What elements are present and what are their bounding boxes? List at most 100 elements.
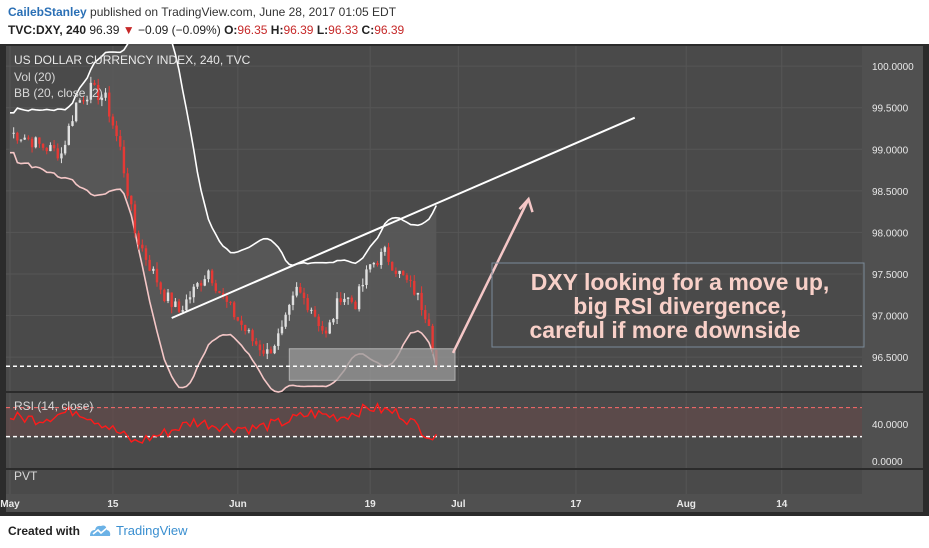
candle-body	[192, 286, 195, 298]
time-tick-label: 17	[570, 499, 582, 510]
candle-body	[299, 286, 302, 293]
candle-body	[163, 289, 166, 302]
candle-body	[346, 297, 350, 299]
candle-body	[413, 280, 416, 295]
candle-body	[383, 247, 387, 252]
time-tick-label: 14	[776, 499, 788, 510]
candle-body	[321, 326, 324, 331]
candle-body	[405, 275, 409, 280]
candle-body	[354, 301, 357, 310]
candle-body	[402, 270, 405, 276]
published-text: published on TradingView.com, June 28, 2…	[90, 5, 397, 19]
open-value: 96.35	[237, 23, 268, 37]
candle-body	[100, 97, 104, 101]
candle-body	[85, 99, 89, 102]
price-chart[interactable]: 100.0000 99.5000 99.0000 98.5000 98.0000 97.5…	[0, 44, 929, 516]
time-tick-label: May	[0, 499, 20, 510]
price-tick-label: 99.5000	[872, 104, 909, 115]
time-tick-label: 15	[107, 499, 119, 510]
candle-body	[210, 270, 214, 284]
candle-body	[266, 349, 269, 354]
low-value: 96.33	[328, 23, 359, 37]
author-link[interactable]: CailebStanley	[8, 5, 87, 19]
candle-body	[420, 292, 423, 311]
footer: Created with TradingView	[0, 516, 929, 548]
candle-body	[141, 244, 144, 249]
candle-body	[313, 309, 317, 317]
candle-body	[427, 319, 431, 326]
candle-body	[111, 116, 115, 126]
trendline	[171, 116, 636, 319]
candle-body	[247, 330, 251, 332]
up-arrow-head	[518, 196, 534, 213]
candle-body	[203, 279, 206, 286]
candle-body	[343, 298, 346, 303]
candle-body	[71, 121, 74, 126]
annotation-line2: big RSI divergence,	[573, 293, 786, 319]
candle-body	[391, 261, 394, 271]
candle-body	[277, 333, 280, 346]
candle-body	[221, 292, 225, 297]
candle-body	[376, 262, 379, 266]
rsi-line	[9, 402, 437, 444]
candle-body	[152, 268, 155, 271]
candle-body	[104, 92, 107, 98]
tradingview-brand[interactable]: TradingView	[116, 523, 188, 538]
price-axis	[862, 46, 923, 494]
candle-body	[148, 259, 151, 271]
candle-body	[218, 291, 221, 293]
candle-body	[63, 144, 67, 154]
drawings	[6, 116, 862, 381]
change-down-icon: ▼	[122, 23, 135, 37]
candle-body	[23, 137, 26, 140]
candle-body	[350, 297, 353, 302]
candle-body	[188, 297, 192, 300]
candle-body	[262, 350, 265, 354]
candle-body	[207, 270, 210, 280]
candle-body	[181, 310, 184, 312]
close-label: C:	[361, 23, 375, 37]
candle-body	[280, 326, 284, 334]
pvt-tick-label: 0.0000	[872, 457, 903, 468]
candle-body	[214, 283, 217, 292]
candle-body	[177, 301, 181, 312]
volume-indicator-label: Vol (20)	[14, 70, 55, 84]
time-axis	[6, 494, 923, 512]
candle-body	[361, 284, 364, 287]
chart-title: US DOLLAR CURRENCY INDEX, 240, TVC	[14, 53, 251, 67]
candle-body	[56, 148, 59, 159]
high-label: H:	[270, 23, 284, 37]
candle-body	[89, 82, 93, 100]
candle-body	[288, 304, 291, 315]
candle-body	[115, 125, 118, 137]
candle-body	[49, 145, 52, 152]
candle-body	[317, 316, 320, 327]
candle-body	[255, 341, 258, 345]
high-value: 96.39	[283, 23, 314, 37]
candle-body	[251, 330, 254, 342]
candle-body	[122, 146, 126, 174]
candle-body	[12, 132, 15, 134]
candle-body	[387, 247, 390, 262]
time-tick-label: Jul	[451, 499, 466, 510]
price-tick-label: 98.0000	[872, 228, 909, 239]
candle-body	[30, 138, 34, 148]
candle-body	[166, 292, 170, 302]
support-zone	[288, 348, 456, 381]
candle-body	[60, 153, 63, 159]
candle-body	[159, 282, 162, 290]
chart-header: CailebStanley published on TradingView.c…	[0, 0, 929, 44]
candle-body	[269, 349, 273, 354]
symbol-label: TVC:DXY, 240	[8, 23, 87, 37]
price-tick-label: 98.5000	[872, 187, 909, 198]
low-label: L:	[316, 23, 329, 37]
candle-body	[45, 147, 48, 152]
candle-body	[291, 295, 295, 305]
candle-body	[416, 292, 420, 295]
candle-body	[324, 330, 328, 334]
pvt-indicator-label: PVT	[14, 469, 38, 483]
price-tick-label: 100.0000	[872, 62, 914, 73]
candle-body	[339, 298, 342, 303]
candle-body	[34, 137, 37, 148]
candle-body	[174, 301, 177, 307]
